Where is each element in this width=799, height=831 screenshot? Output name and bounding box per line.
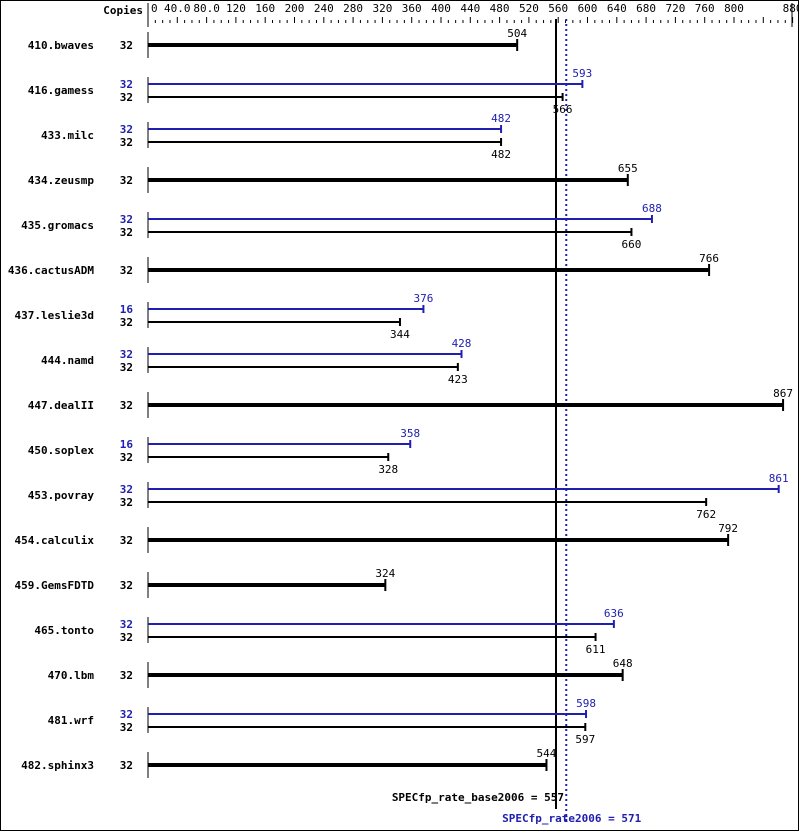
peak-copies: 32 [120, 618, 133, 631]
benchmark-name: 470.lbm [48, 669, 95, 682]
peak-value-label: 593 [572, 67, 592, 80]
axis-header-copies: Copies [103, 4, 143, 17]
base-copies: 32 [120, 721, 133, 734]
x-tick-label: 640 [607, 2, 627, 15]
peak-copies: 32 [120, 483, 133, 496]
base-value-label: 504 [507, 27, 527, 40]
benchmark-name: 481.wrf [48, 714, 94, 727]
peak-copies: 32 [120, 708, 133, 721]
benchmark-name: 459.GemsFDTD [15, 579, 95, 592]
peak-reference-label: SPECfp_rate2006 = 571 [502, 812, 641, 825]
base-value-label: 867 [773, 387, 793, 400]
benchmark-name: 433.milc [41, 129, 94, 142]
base-copies: 32 [120, 669, 133, 682]
x-tick-label: 120 [226, 2, 246, 15]
x-tick-label: 360 [402, 2, 422, 15]
base-copies: 32 [120, 361, 133, 374]
benchmark-name: 434.zeusmp [28, 174, 95, 187]
base-value-label: 766 [699, 252, 719, 265]
base-value-label: 328 [378, 463, 398, 476]
base-value-label: 792 [718, 522, 738, 535]
peak-value-label: 428 [452, 337, 472, 350]
benchmark-name: 453.povray [28, 489, 95, 502]
x-tick-label: 40.0 [164, 2, 191, 15]
base-copies: 32 [120, 264, 133, 277]
x-tick-label: 80.0 [193, 2, 220, 15]
base-value-label: 423 [448, 373, 468, 386]
base-reference-label: SPECfp_rate_base2006 = 557 [392, 791, 564, 804]
base-value-label: 597 [575, 733, 595, 746]
base-value-label: 762 [696, 508, 716, 521]
x-tick-label: 880 [783, 2, 799, 15]
x-tick-label: 720 [665, 2, 685, 15]
base-copies: 32 [120, 496, 133, 509]
benchmark-name: 444.namd [41, 354, 94, 367]
peak-value-label: 358 [400, 427, 420, 440]
base-copies: 32 [120, 316, 133, 329]
peak-copies: 16 [120, 438, 134, 451]
benchmark-name: 436.cactusADM [8, 264, 94, 277]
peak-copies: 32 [120, 348, 133, 361]
peak-value-label: 861 [769, 472, 789, 485]
base-copies: 32 [120, 174, 133, 187]
x-tick-label: 0 [151, 2, 158, 15]
benchmark-name: 450.soplex [28, 444, 95, 457]
x-tick-label: 480 [490, 2, 510, 15]
peak-copies: 32 [120, 213, 133, 226]
base-copies: 32 [120, 759, 133, 772]
peak-value-label: 688 [642, 202, 662, 215]
benchmark-name: 465.tonto [34, 624, 94, 637]
benchmark-name: 447.dealII [28, 399, 94, 412]
x-tick-label: 160 [255, 2, 275, 15]
peak-copies: 32 [120, 78, 133, 91]
base-value-label: 344 [390, 328, 410, 341]
benchmark-name: 435.gromacs [21, 219, 94, 232]
x-tick-label: 560 [548, 2, 568, 15]
x-tick-label: 760 [695, 2, 715, 15]
x-tick-label: 200 [285, 2, 305, 15]
x-tick-label: 520 [519, 2, 539, 15]
base-value-label: 655 [618, 162, 638, 175]
x-tick-label: 240 [314, 2, 334, 15]
x-tick-label: 400 [431, 2, 451, 15]
base-copies: 32 [120, 91, 133, 104]
base-copies: 32 [120, 451, 133, 464]
benchmark-name: 482.sphinx3 [21, 759, 94, 772]
base-copies: 32 [120, 226, 133, 239]
base-value-label: 611 [586, 643, 606, 656]
x-tick-label: 320 [372, 2, 392, 15]
x-tick-label: 600 [578, 2, 598, 15]
base-value-label: 544 [537, 747, 557, 760]
base-copies: 32 [120, 39, 133, 52]
peak-value-label: 482 [491, 112, 511, 125]
peak-copies: 16 [120, 303, 134, 316]
benchmark-name: 454.calculix [15, 534, 95, 547]
base-value-label: 648 [613, 657, 633, 670]
base-copies: 32 [120, 534, 133, 547]
peak-value-label: 376 [413, 292, 433, 305]
base-copies: 32 [120, 399, 133, 412]
peak-value-label: 598 [576, 697, 596, 710]
x-tick-label: 440 [460, 2, 480, 15]
base-value-label: 482 [491, 148, 511, 161]
benchmark-name: 437.leslie3d [15, 309, 94, 322]
peak-value-label: 636 [604, 607, 624, 620]
benchmark-name: 416.gamess [28, 84, 94, 97]
base-value-label: 324 [375, 567, 395, 580]
peak-copies: 32 [120, 123, 133, 136]
base-copies: 32 [120, 136, 133, 149]
x-tick-label: 800 [724, 2, 744, 15]
benchmark-name: 410.bwaves [28, 39, 94, 52]
base-copies: 32 [120, 579, 133, 592]
base-value-label: 660 [622, 238, 642, 251]
base-copies: 32 [120, 631, 133, 644]
x-tick-label: 680 [636, 2, 656, 15]
x-tick-label: 280 [343, 2, 363, 15]
base-value-label: 566 [553, 103, 573, 116]
